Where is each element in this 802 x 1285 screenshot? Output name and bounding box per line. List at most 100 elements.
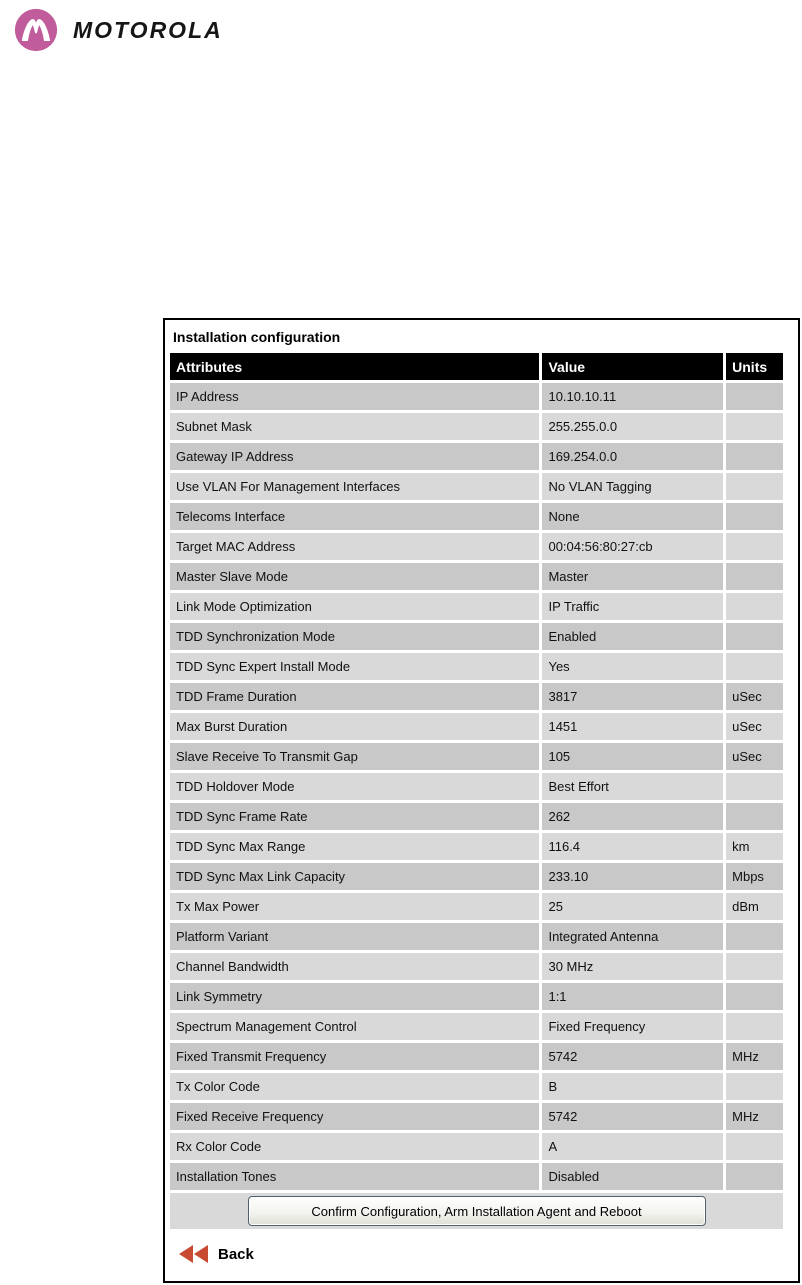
table-row: Channel Bandwidth 30 MHz: [170, 953, 783, 980]
units-cell: [726, 413, 783, 440]
table-row: Fixed Transmit Frequency 5742 MHz: [170, 1043, 783, 1070]
value-cell: 233.10: [542, 863, 724, 890]
attribute-cell: Rx Color Code: [170, 1133, 540, 1160]
attribute-cell: Platform Variant: [170, 923, 540, 950]
attribute-cell: Telecoms Interface: [170, 503, 540, 530]
value-cell: 25: [542, 893, 724, 920]
table-row: Gateway IP Address 169.254.0.0: [170, 443, 783, 470]
units-cell: dBm: [726, 893, 783, 920]
value-cell: 1:1: [542, 983, 724, 1010]
units-cell: [726, 1073, 783, 1100]
table-row: TDD Holdover Mode Best Effort: [170, 773, 783, 800]
attribute-cell: Master Slave Mode: [170, 563, 540, 590]
action-row: Confirm Configuration, Arm Installation …: [170, 1193, 783, 1229]
table-row: Tx Color Code B: [170, 1073, 783, 1100]
table-row: Installation Tones Disabled: [170, 1163, 783, 1190]
installation-configuration-panel: Installation configuration Attributes Va…: [163, 318, 800, 1283]
table-row: Telecoms Interface None: [170, 503, 783, 530]
table-row: Rx Color Code A: [170, 1133, 783, 1160]
units-cell: [726, 503, 783, 530]
table-row: Spectrum Management Control Fixed Freque…: [170, 1013, 783, 1040]
units-cell: MHz: [726, 1103, 783, 1130]
table-row: Max Burst Duration 1451 uSec: [170, 713, 783, 740]
attribute-cell: TDD Frame Duration: [170, 683, 540, 710]
col-header-attributes: Attributes: [170, 353, 540, 380]
table-row: Link Symmetry 1:1: [170, 983, 783, 1010]
units-cell: [726, 653, 783, 680]
value-cell: 1451: [542, 713, 724, 740]
units-cell: [726, 953, 783, 980]
confirm-configuration-button[interactable]: Confirm Configuration, Arm Installation …: [247, 1196, 706, 1226]
value-cell: Integrated Antenna: [542, 923, 724, 950]
units-cell: [726, 773, 783, 800]
units-cell: [726, 1013, 783, 1040]
attribute-cell: IP Address: [170, 383, 540, 410]
back-arrow-icon: [179, 1245, 193, 1263]
value-cell: A: [542, 1133, 724, 1160]
value-cell: None: [542, 503, 724, 530]
units-cell: [726, 623, 783, 650]
table-row: Master Slave Mode Master: [170, 563, 783, 590]
units-cell: [726, 1163, 783, 1190]
value-cell: Disabled: [542, 1163, 724, 1190]
units-cell: Mbps: [726, 863, 783, 890]
value-cell: Yes: [542, 653, 724, 680]
units-cell: [726, 443, 783, 470]
attribute-cell: TDD Sync Max Range: [170, 833, 540, 860]
attribute-cell: Subnet Mask: [170, 413, 540, 440]
value-cell: 262: [542, 803, 724, 830]
value-cell: 116.4: [542, 833, 724, 860]
attribute-cell: Max Burst Duration: [170, 713, 540, 740]
value-cell: 00:04:56:80:27:cb: [542, 533, 724, 560]
units-cell: MHz: [726, 1043, 783, 1070]
units-cell: [726, 473, 783, 500]
units-cell: [726, 983, 783, 1010]
units-cell: [726, 923, 783, 950]
table-row: Platform Variant Integrated Antenna: [170, 923, 783, 950]
value-cell: 10.10.10.11: [542, 383, 724, 410]
value-cell: Master: [542, 563, 724, 590]
value-cell: 3817: [542, 683, 724, 710]
attribute-cell: Spectrum Management Control: [170, 1013, 540, 1040]
brand-wordmark: MOTOROLA: [73, 16, 223, 43]
attribute-cell: Link Symmetry: [170, 983, 540, 1010]
value-cell: No VLAN Tagging: [542, 473, 724, 500]
attribute-cell: Use VLAN For Management Interfaces: [170, 473, 540, 500]
table-row: TDD Sync Expert Install Mode Yes: [170, 653, 783, 680]
units-cell: [726, 533, 783, 560]
attribute-cell: Installation Tones: [170, 1163, 540, 1190]
value-cell: 105: [542, 743, 724, 770]
attribute-cell: Fixed Transmit Frequency: [170, 1043, 540, 1070]
attribute-cell: TDD Sync Expert Install Mode: [170, 653, 540, 680]
table-row: TDD Sync Max Link Capacity 233.10 Mbps: [170, 863, 783, 890]
attribute-cell: TDD Sync Frame Rate: [170, 803, 540, 830]
units-cell: uSec: [726, 743, 783, 770]
attribute-cell: Tx Max Power: [170, 893, 540, 920]
table-header-row: Attributes Value Units: [170, 353, 783, 380]
table-row: Fixed Receive Frequency 5742 MHz: [170, 1103, 783, 1130]
attribute-cell: Gateway IP Address: [170, 443, 540, 470]
units-cell: uSec: [726, 683, 783, 710]
back-link[interactable]: Back: [179, 1245, 254, 1263]
attribute-cell: Slave Receive To Transmit Gap: [170, 743, 540, 770]
table-row: TDD Sync Max Range 116.4 km: [170, 833, 783, 860]
attribute-cell: Target MAC Address: [170, 533, 540, 560]
attribute-cell: TDD Holdover Mode: [170, 773, 540, 800]
units-cell: [726, 1133, 783, 1160]
attribute-cell: Channel Bandwidth: [170, 953, 540, 980]
table-row: TDD Frame Duration 3817 uSec: [170, 683, 783, 710]
attribute-cell: Link Mode Optimization: [170, 593, 540, 620]
value-cell: Enabled: [542, 623, 724, 650]
brand-header: MOTOROLA: [14, 8, 223, 52]
table-row: Subnet Mask 255.255.0.0: [170, 413, 783, 440]
units-cell: uSec: [726, 713, 783, 740]
value-cell: Fixed Frequency: [542, 1013, 724, 1040]
value-cell: 30 MHz: [542, 953, 724, 980]
back-arrow-icon: [194, 1245, 208, 1263]
table-row: Slave Receive To Transmit Gap 105 uSec: [170, 743, 783, 770]
table-row: Tx Max Power 25 dBm: [170, 893, 783, 920]
value-cell: 5742: [542, 1103, 724, 1130]
col-header-value: Value: [542, 353, 724, 380]
table-row: TDD Synchronization Mode Enabled: [170, 623, 783, 650]
col-header-units: Units: [726, 353, 783, 380]
